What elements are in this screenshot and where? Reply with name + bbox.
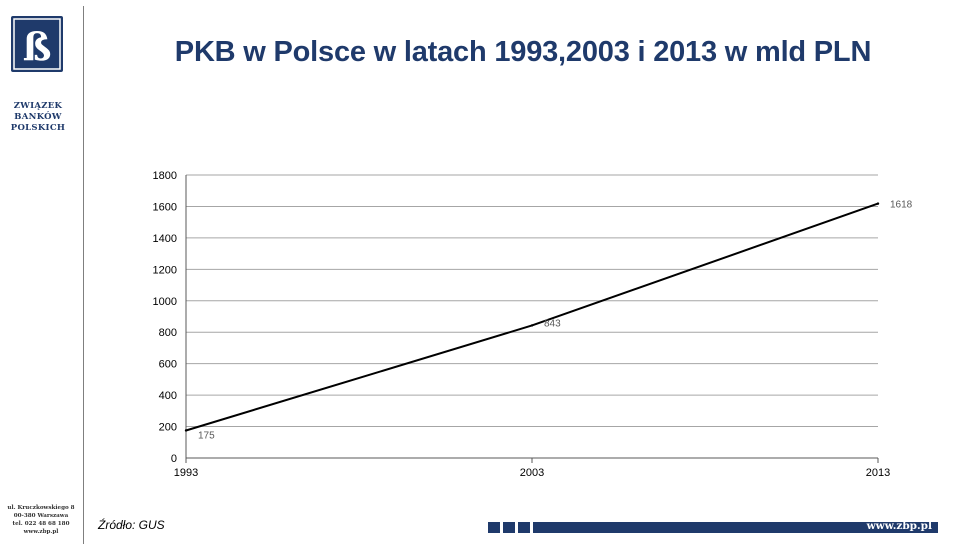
address-line: 00-380 Warszawa — [13, 513, 69, 519]
org-name: ZWIĄZEK BANKÓW POLSKICH — [4, 101, 72, 134]
data-label: 175 — [198, 430, 215, 441]
footer-band — [533, 522, 938, 533]
org-address: ul. Kruczkowskiego 8 00-380 Warszawa tel… — [2, 504, 80, 536]
y-tick-label: 800 — [159, 327, 177, 339]
footer-block — [488, 522, 500, 533]
data-point — [530, 324, 534, 327]
sidebar: ß ZWIĄZEK BANKÓW POLSKICH ul. Kruczkowsk… — [0, 0, 84, 549]
y-tick-label: 400 — [159, 390, 177, 402]
page-title: PKB w Polsce w latach 1993,2003 i 2013 w… — [174, 36, 872, 68]
data-point — [876, 202, 880, 205]
address-line: www.zbp.pl — [23, 529, 59, 535]
y-tick-label: 1800 — [153, 170, 177, 182]
org-name-line: POLSKICH — [10, 123, 66, 133]
data-point — [184, 429, 188, 432]
x-tick-label: 2013 — [866, 467, 890, 479]
footer-bar — [488, 522, 938, 533]
org-name-line: ZWIĄZEK — [13, 101, 63, 111]
source-note: Źródło: GUS — [98, 518, 165, 532]
footer-block — [518, 522, 530, 533]
logo-letter: ß — [23, 24, 52, 69]
y-tick-label: 1400 — [153, 233, 177, 245]
y-tick-label: 1000 — [153, 296, 177, 308]
footer-block — [503, 522, 515, 533]
zbp-logo-icon: ß — [13, 18, 61, 70]
data-label: 1618 — [890, 200, 913, 211]
y-tick-label: 200 — [159, 422, 177, 434]
website-link[interactable]: www.zbp.pl — [866, 520, 932, 532]
data-label: 843 — [544, 318, 561, 329]
address-line: tel. 022 48 68 180 — [12, 521, 70, 527]
zbp-logo: ß — [11, 16, 63, 72]
x-tick-label: 2003 — [520, 467, 544, 479]
y-tick-label: 1600 — [153, 201, 177, 213]
y-tick-label: 600 — [159, 359, 177, 371]
sidebar-divider — [83, 6, 84, 544]
y-tick-label: 1200 — [153, 264, 177, 276]
org-name-line: BANKÓW — [14, 112, 62, 122]
y-tick-label: 0 — [171, 453, 177, 465]
x-tick-label: 1993 — [174, 467, 198, 479]
address-line: ul. Kruczkowskiego 8 — [7, 505, 75, 511]
